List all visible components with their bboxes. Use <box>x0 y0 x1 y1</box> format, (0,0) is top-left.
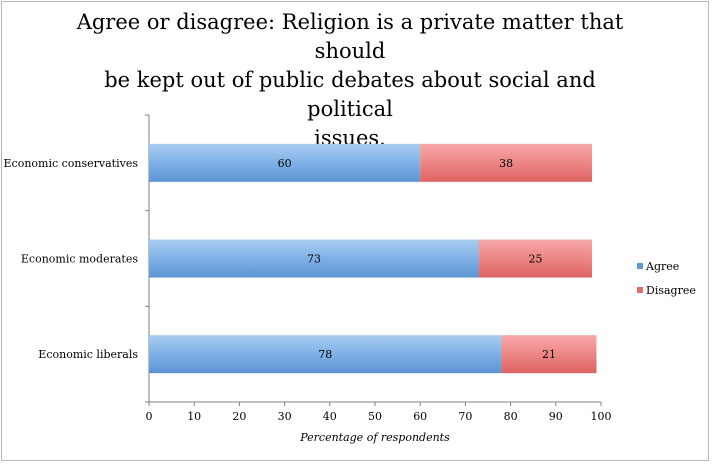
x-tick-label: 70 <box>458 410 472 423</box>
data-label: 25 <box>528 253 542 266</box>
data-label: 78 <box>318 348 332 361</box>
data-label: 38 <box>499 157 513 170</box>
category-label: Economic moderates <box>21 253 138 266</box>
chart-title-line: Agree or disagree: Religion is a private… <box>76 10 624 63</box>
x-tick-label: 80 <box>504 410 518 423</box>
x-tick-label: 50 <box>368 410 382 423</box>
x-tick-label: 10 <box>187 410 201 423</box>
axes: 0 10 20 30 40 50 60 70 80 90 100 Percentage of resp… <box>145 114 612 444</box>
x-tick-label: 90 <box>549 410 563 423</box>
labels: 60 38 Economic conservatives 73 25 Economic m… <box>4 157 557 361</box>
data-label: 60 <box>278 157 292 170</box>
x-tick-label: 40 <box>323 410 337 423</box>
bar-agree <box>149 335 502 374</box>
legend-swatch-agree <box>637 263 643 269</box>
bar-agree <box>149 239 479 278</box>
legend-swatch-disagree <box>637 287 643 293</box>
bar-disagree <box>420 143 592 182</box>
data-label: 73 <box>307 253 321 266</box>
x-axis-title: Percentage of respondents <box>299 431 450 444</box>
category-label: Economic conservatives <box>4 157 139 170</box>
bar-disagree <box>478 239 592 278</box>
data-label: 21 <box>542 348 556 361</box>
x-tick-label: 0 <box>146 410 153 423</box>
bars <box>149 143 597 374</box>
x-tick-label: 20 <box>232 410 246 423</box>
category-label: Economic liberals <box>38 348 138 361</box>
chart-title-line: be kept out of public debates about soci… <box>104 68 596 121</box>
legend-label: Disagree <box>646 284 696 297</box>
chart-title: Agree or disagree: Religion is a private… <box>60 8 640 153</box>
x-tick-label: 100 <box>591 410 612 423</box>
legend-label: Agree <box>645 260 679 273</box>
bar-agree <box>149 143 421 182</box>
legend: Agree Disagree <box>637 260 696 297</box>
x-tick-label: 60 <box>413 410 427 423</box>
x-tick-label: 30 <box>278 410 292 423</box>
bar-disagree <box>501 335 597 374</box>
